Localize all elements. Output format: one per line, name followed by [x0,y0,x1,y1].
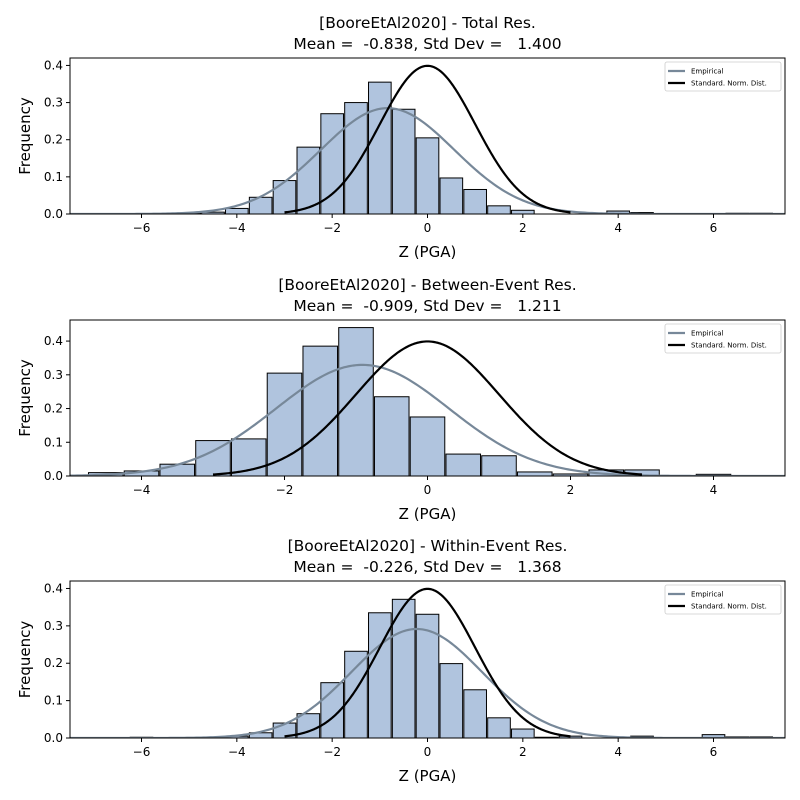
histogram-bar [344,650,368,738]
y-tick-label: 0.0 [44,207,63,221]
y-tick-label: 0.1 [44,435,63,449]
x-tick-label: 4 [614,745,622,759]
x-tick-label: 2 [519,745,527,759]
standard-normal-curve [284,587,571,738]
chart-subtitle: Mean = -0.909, Std Dev = 1.211 [293,297,561,315]
y-tick-label: 0.3 [44,368,63,382]
legend-box [664,323,782,354]
histogram-bar [409,416,446,476]
y-tick-label: 0.3 [44,619,63,633]
x-tick-label: −2 [276,483,294,497]
histogram-bar [463,689,487,738]
histogram-bar [701,734,726,738]
x-tick-label: −4 [228,745,246,759]
x-tick-label: 4 [710,483,718,497]
y-tick-label: 0.0 [44,469,63,483]
legend-label: Empirical [691,591,724,599]
histogram-bar [439,663,464,738]
x-tick-label: −4 [228,221,246,235]
histogram-bar [439,177,464,214]
x-axis-label: Z (PGA) [399,767,457,785]
x-tick-label: 0 [424,483,432,497]
plot-area [70,327,785,476]
histogram-bar [225,207,249,214]
histogram-bar [487,205,511,214]
y-tick-label: 0.2 [44,656,63,670]
x-tick-label: 2 [519,221,527,235]
histogram-bar [391,108,416,214]
standard-normal-curve [284,64,571,214]
y-axis-label: Frequency [16,97,34,175]
y-axis-label: Frequency [16,359,34,437]
histogram-bar [481,455,517,476]
y-tick-label: 0.0 [44,731,63,745]
histogram-bar [338,327,374,476]
chart-title: [BooreEtAl2020] - Within-Event Res. [288,537,568,555]
legend-label: Standard. Norm. Dist. [691,603,767,611]
x-tick-label: 6 [710,745,718,759]
histogram-bar [445,453,482,476]
legend-label: Empirical [691,68,724,76]
x-tick-label: 6 [710,221,718,235]
x-axis-label: Z (PGA) [399,505,457,523]
legend-box [664,61,782,92]
y-tick-label: 0.2 [44,402,63,416]
y-tick-label: 0.1 [44,170,63,184]
histogram-bar [159,463,196,476]
x-axis-label: Z (PGA) [399,243,457,261]
x-tick-label: 0 [424,221,432,235]
x-tick-label: −4 [133,483,151,497]
legend: Empirical Standard. Norm. Dist. [664,323,782,354]
x-tick-label: 2 [567,483,575,497]
y-axis-label: Frequency [16,621,34,699]
y-tick-label: 0.4 [44,334,63,348]
histogram-bar [272,180,297,214]
plot-area [70,64,785,214]
subplot-1: −6 −4 −2 0 2 4 6 0.0 0.1 0.2 0.3 0.4 Z (PGA) Frequenc… [16,14,786,261]
standard-normal-curve [212,340,643,476]
legend: Empirical Standard. Norm. Dist. [664,61,782,92]
y-tick-label: 0.4 [44,581,63,595]
histogram-bar [552,473,589,476]
subplot-2: −4 −2 0 2 4 0.0 0.1 0.2 0.3 0.4 Z (PGA) Frequency [B… [16,276,786,523]
x-tick-label: 0 [424,745,432,759]
histogram-bar [302,345,339,476]
subplot-3: −6 −4 −2 0 2 4 6 0.0 0.1 0.2 0.3 0.4 Z (PGA) Frequenc… [16,537,786,785]
legend-label: Standard. Norm. Dist. [691,80,767,88]
histogram-bar [266,372,303,476]
x-tick-label: 4 [614,221,622,235]
histogram-bar [415,137,440,214]
legend-label: Empirical [691,330,724,338]
histogram-bar [195,440,231,476]
x-tick-label: −6 [133,745,151,759]
x-tick-label: −2 [323,221,341,235]
legend: Empirical Standard. Norm. Dist. [664,584,782,615]
histogram-bar [463,188,487,214]
histogram-bar [344,102,368,214]
legend-box [664,584,782,615]
x-tick-label: −2 [323,745,341,759]
histogram-bar [516,471,553,476]
histogram-bar [511,209,535,214]
chart-title: [BooreEtAl2020] - Total Res. [319,14,536,32]
y-tick-label: 0.3 [44,96,63,110]
y-tick-label: 0.2 [44,133,63,147]
legend-label: Standard. Norm. Dist. [691,342,767,350]
histogram-bar [373,396,410,476]
y-tick-label: 0.4 [44,58,63,72]
y-tick-label: 0.1 [44,694,63,708]
chart-subtitle: Mean = -0.838, Std Dev = 1.400 [293,35,561,53]
x-tick-label: −6 [133,221,151,235]
histogram-bar [487,717,511,738]
histogram-bar [368,81,392,214]
plot-area [70,587,785,738]
histogram-bar [511,728,535,738]
chart-title: [BooreEtAl2020] - Between-Event Res. [278,276,576,294]
chart-subtitle: Mean = -0.226, Std Dev = 1.368 [293,558,561,576]
